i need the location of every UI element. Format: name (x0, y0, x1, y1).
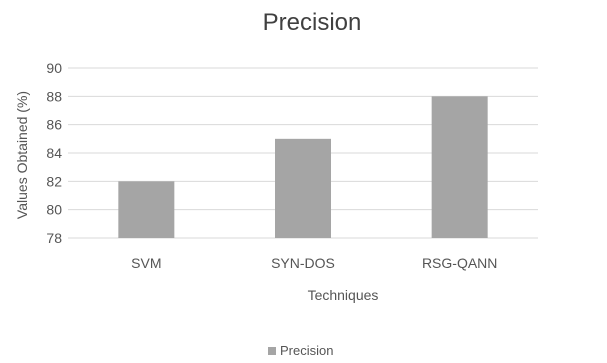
bar-syn-dos (275, 138, 331, 238)
y-tick-label: 84 (46, 145, 62, 161)
x-tick-label: SVM (131, 255, 161, 271)
y-tick-label: 82 (46, 173, 62, 189)
x-tick-labels: SVM SYN-DOS RSG-QANN (131, 255, 497, 271)
y-tick-label: 86 (46, 117, 62, 133)
legend-swatch (268, 347, 276, 355)
legend: Precision (268, 343, 333, 358)
y-tick-label: 80 (46, 202, 62, 218)
bar-rsg-qann (431, 96, 488, 238)
y-tick-label: 88 (46, 88, 62, 104)
x-tick-label: SYN-DOS (271, 255, 335, 271)
y-tick-label: 78 (46, 230, 62, 246)
x-axis-label: Techniques (308, 287, 379, 303)
x-tick-label: RSG-QANN (422, 255, 497, 271)
y-tick-labels: 78 80 82 84 86 88 90 (46, 60, 62, 246)
bars (118, 96, 488, 238)
bar-svm (118, 181, 175, 238)
y-tick-label: 90 (46, 60, 62, 76)
chart-title: Precision (263, 9, 362, 36)
legend-label: Precision (280, 343, 333, 358)
y-axis-label: Values Obtained (%) (14, 91, 30, 219)
